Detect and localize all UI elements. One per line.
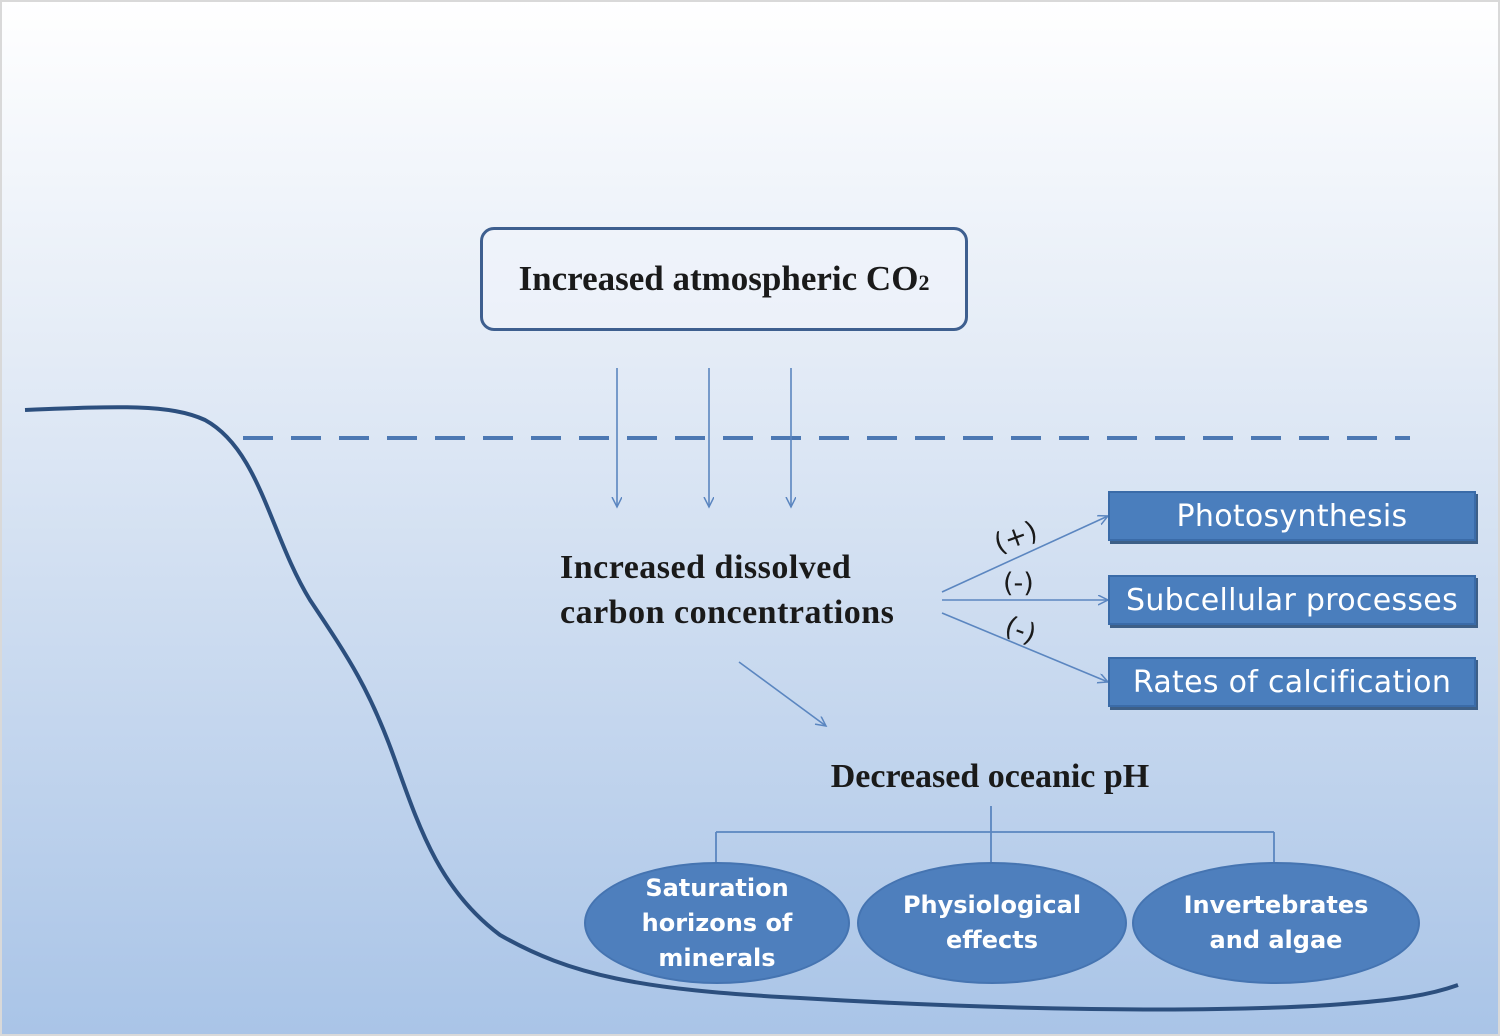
arrow-to-calcification bbox=[941, 612, 1108, 682]
atmospheric-co2-label: Increased atmospheric CO bbox=[518, 259, 919, 298]
co2-subscript: 2 bbox=[918, 270, 930, 295]
calcification-rates-box: Rates of calcification bbox=[1108, 657, 1476, 707]
seafloor-profile bbox=[24, 405, 1459, 1012]
saturation-horizons-ellipse: Saturation horizons of minerals bbox=[584, 862, 850, 984]
dissolved-carbon-line-2: carbon concentrations bbox=[560, 594, 895, 631]
consequence-connector bbox=[715, 806, 1275, 866]
invertebrates-line-2: and algae bbox=[1209, 926, 1343, 954]
photosynthesis-box: Photosynthesis bbox=[1108, 491, 1476, 541]
subcellular-sign: (-) bbox=[1003, 568, 1034, 599]
subcellular-processes-label: Subcellular processes bbox=[1126, 582, 1458, 618]
invertebrates-line-1: Invertebrates bbox=[1183, 891, 1369, 919]
saturation-line-1: Saturation bbox=[645, 873, 789, 902]
physiological-line-2: effects bbox=[946, 926, 1038, 954]
atmospheric-co2-box: Increased atmospheric CO 2 bbox=[480, 227, 968, 331]
arrow-to-ph bbox=[738, 661, 826, 726]
invertebrates-algae-ellipse: Invertebrates and algae bbox=[1132, 862, 1420, 984]
dissolved-carbon-line-1: Increased dissolved bbox=[560, 549, 852, 586]
physiological-line-1: Physiological bbox=[902, 891, 1082, 919]
photosynthesis-label: Photosynthesis bbox=[1176, 498, 1408, 534]
dissolved-carbon-label: Increased dissolved carbon concentration… bbox=[560, 545, 940, 635]
decreased-ph-label: Decreased oceanic pH bbox=[830, 758, 1150, 795]
calcification-rates-label: Rates of calcification bbox=[1132, 664, 1452, 700]
physiological-effects-ellipse: Physiological effects bbox=[857, 862, 1127, 984]
arrow-to-photosynthesis bbox=[941, 516, 1108, 593]
saturation-line-3: minerals bbox=[658, 943, 776, 972]
saturation-line-2: horizons of bbox=[641, 908, 793, 937]
subcellular-processes-box: Subcellular processes bbox=[1108, 575, 1476, 625]
